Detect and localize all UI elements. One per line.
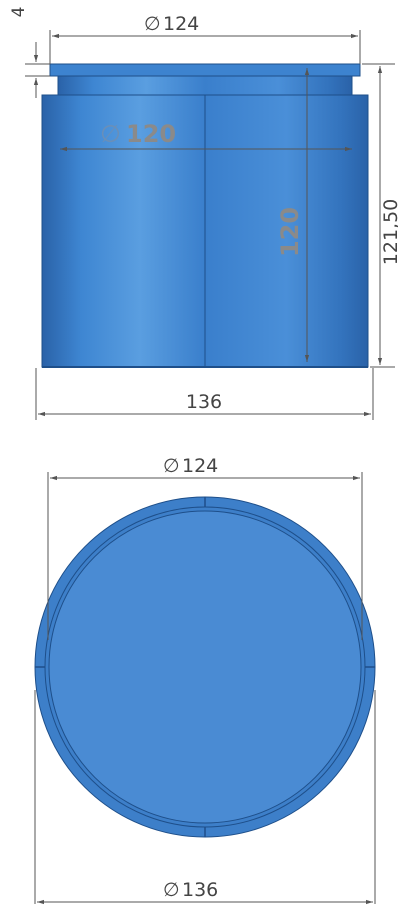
dim-label-total-height: 121,50 [380, 199, 398, 265]
dim-label-inner-diameter: 120 [126, 120, 176, 148]
dim-label-top-view-outer-symbol: ∅ [163, 879, 180, 901]
dim-label-top-view-inner: 124 [182, 455, 218, 477]
cylinder-rim [49, 63, 361, 77]
side-view: ∅ 124 4 ∅ 120 120 121,50 136 [9, 7, 398, 420]
dim-label-top-view-outer: 136 [182, 879, 218, 901]
cylinder-neck [57, 75, 353, 96]
top-view: ∅ 124 ∅ 136 [34, 455, 376, 905]
dim-label-inner-height: 120 [276, 207, 304, 257]
dim-label-top-view-inner-symbol: ∅ [163, 455, 180, 477]
dim-label-base-width: 136 [186, 391, 222, 413]
inner-ring [48, 510, 362, 824]
dim-label-top-diameter-symbol: ∅ [144, 13, 161, 35]
dim-label-top-diameter: 124 [163, 13, 199, 35]
dim-label-rim-height: 4 [9, 7, 29, 18]
dim-label-inner-diameter-symbol: ∅ [100, 120, 121, 148]
